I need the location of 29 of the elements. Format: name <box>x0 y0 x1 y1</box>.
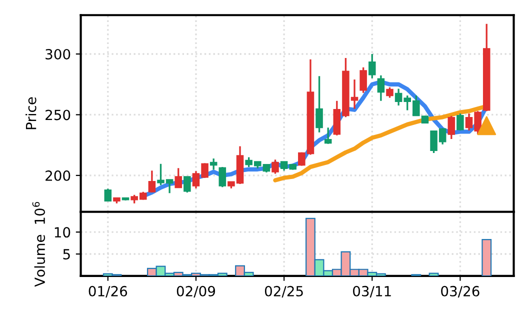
candlestick <box>448 115 456 140</box>
x-tick-label: 02/09 <box>176 286 216 298</box>
candlestick <box>210 158 218 171</box>
candlestick <box>272 158 279 175</box>
candlestick <box>316 75 323 134</box>
candlestick <box>456 112 464 132</box>
y-tick-label: 5 <box>63 249 70 260</box>
y-tick-label: 300 <box>46 48 70 60</box>
candlestick <box>174 167 182 188</box>
y-tick-label: 10 <box>54 227 70 238</box>
bar <box>482 238 492 276</box>
x-tick-label: 03/26 <box>441 286 480 298</box>
x-tick-label: 03/11 <box>353 286 391 298</box>
candlestick <box>324 126 332 145</box>
candlestick <box>360 66 367 94</box>
y-axis-title: Volume 10$^{6}$ <box>32 202 46 287</box>
candlestick <box>377 74 385 102</box>
x-tick-label: 02/25 <box>264 286 303 298</box>
candlestick <box>218 166 226 188</box>
y-tick-label: 200 <box>46 170 70 181</box>
y-axis-title: Price <box>26 97 36 130</box>
candlestick <box>104 188 112 202</box>
candlestick <box>148 170 156 194</box>
candlestick <box>184 176 191 194</box>
bar <box>428 272 439 276</box>
y-tick-label: 250 <box>46 110 70 120</box>
candlestick <box>386 86 394 99</box>
x-tick-label: 01/26 <box>88 286 128 298</box>
candlestick <box>368 53 376 80</box>
